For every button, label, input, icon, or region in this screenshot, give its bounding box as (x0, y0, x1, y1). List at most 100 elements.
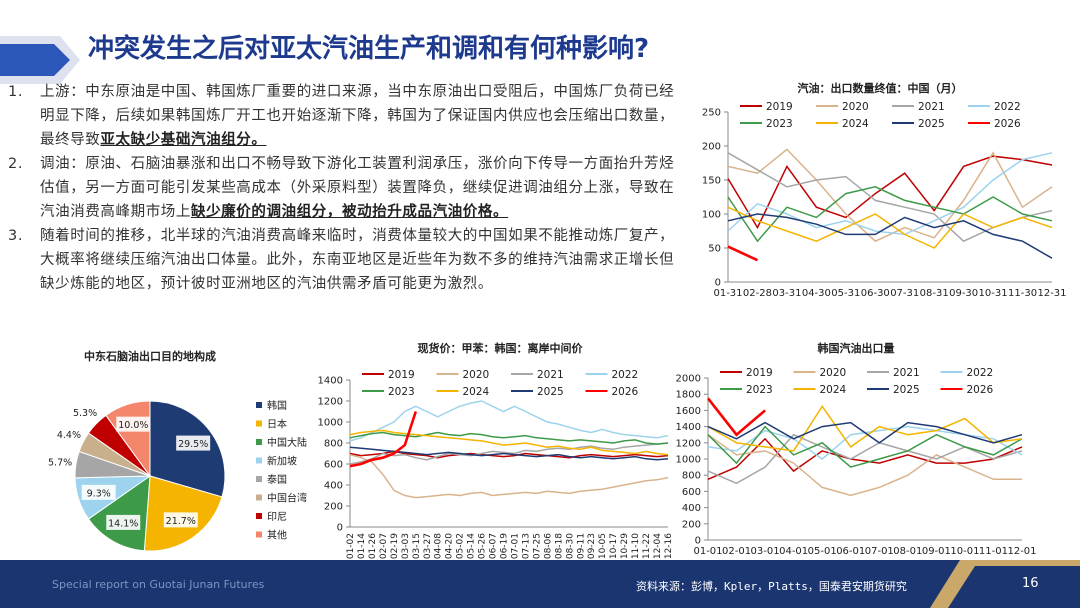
slide-title: 冲突发生之后对亚太汽油生产和调和有何种影响? (88, 34, 650, 64)
x-tick-label: 03-31 (772, 288, 801, 299)
legend-label: 2024 (463, 386, 490, 398)
legend-label: 2022 (967, 367, 994, 379)
x-tick-label: 08-01 (893, 546, 922, 557)
bullet-list: 1. 上游：中东原油是中国、韩国炼厂重要的进口来源，当中东原油出口受阻后，中国炼厂… (8, 80, 688, 296)
legend-label: 2020 (820, 367, 847, 379)
legend-label: 2020 (842, 101, 869, 113)
x-tick-label: 12-16 (664, 533, 674, 559)
y-tick-label: 1000 (318, 418, 343, 429)
label-box (176, 435, 211, 451)
series-line (349, 431, 669, 445)
x-tick-label: 01-26 (368, 533, 378, 559)
data-label: 5.3% (73, 408, 97, 419)
y-tick-label: 1200 (318, 397, 343, 408)
data-label: 9.3% (87, 488, 111, 499)
x-tick-label: 01-01 (693, 546, 722, 557)
x-tick-label: 08-06 (543, 533, 553, 559)
page-number: 16 (1022, 576, 1039, 591)
x-tick-label: 12-31 (1037, 288, 1066, 299)
y-tick-label: 400 (682, 503, 701, 514)
x-tick-label: 07-25 (532, 533, 542, 559)
series-line (707, 425, 1023, 460)
y-tick-label: 50 (708, 244, 721, 255)
data-label: 4.4% (57, 430, 81, 441)
legend-label: 2023 (766, 118, 793, 130)
x-tick-label: 06-30 (861, 288, 890, 299)
footer-band (0, 560, 1080, 608)
series-line (727, 213, 1053, 259)
x-tick-label: 11-22 (642, 533, 652, 559)
legend-label: 2024 (820, 384, 847, 396)
y-tick-label: 2000 (676, 374, 701, 385)
x-tick-label: 07-31 (890, 288, 919, 299)
series-line (727, 155, 1053, 230)
legend-label: 2019 (388, 369, 415, 381)
x-tick-label: 09-30 (949, 288, 978, 299)
bullet-text: 调油：原油、石脑油暴涨和出口不畅导致下游化工装置利润承压，涨价向下传导一方面抬升… (40, 156, 675, 220)
bullet-number: 1. (8, 84, 24, 100)
x-tick-label: 10-29 (620, 533, 630, 559)
label-box (81, 484, 116, 500)
y-tick-label: 800 (324, 439, 343, 450)
series-line (727, 245, 759, 262)
series-line (707, 434, 1022, 497)
bullet: 1. 上游：中东原油是中国、韩国炼厂重要的进口来源，当中东原油出口受阻后，中国炼厂… (8, 80, 688, 152)
x-tick-label: 12-04 (653, 533, 663, 559)
legend-label: 2021 (918, 101, 945, 113)
x-tick-label: 04-30 (802, 288, 831, 299)
series-line (727, 186, 1053, 243)
legend-label: 2026 (967, 384, 994, 396)
legend-swatch (256, 494, 262, 501)
series-line (707, 437, 1023, 480)
bullet-emphasis: 亚太缺少基础汽油组分。 (100, 132, 267, 148)
label-box (106, 514, 141, 530)
legend-label: 韩国 (267, 399, 287, 412)
x-tick-label: 06-01 (836, 546, 865, 557)
charts: 汽油：出口数量终值：中国（月） 0 50 100 150 200 250 01-31 02-28… (48, 81, 1067, 559)
legend-label: 2019 (746, 367, 773, 379)
y-tick-label: 0 (695, 536, 701, 547)
y-tick-label: 200 (682, 519, 701, 530)
legend-label: 印尼 (267, 511, 287, 523)
data-label: 5.7% (48, 458, 72, 469)
y-tick-label: 1600 (676, 406, 701, 417)
x-tick-label: 01-31 (713, 288, 742, 299)
label-box (116, 416, 151, 432)
legend-label: 2025 (918, 118, 945, 130)
x-tick-label: 08-31 (920, 288, 949, 299)
series-line (707, 425, 1023, 468)
x-tick-label: 05-02 (456, 533, 466, 559)
data-label: 14.1% (108, 518, 138, 529)
y-tick-label: 1400 (318, 376, 343, 387)
x-tick-label: 06-07 (489, 533, 499, 559)
legend-label: 2024 (842, 118, 869, 130)
y-tick-label: 200 (702, 142, 721, 153)
series-line (349, 400, 669, 442)
legend-label: 2022 (994, 101, 1021, 113)
x-tick-label: 02-28 (743, 288, 772, 299)
x-tick-label: 07-01 (510, 533, 520, 559)
legend-label: 2023 (746, 384, 773, 396)
x-tick-label: 10-05 (598, 533, 608, 559)
series-line (349, 429, 669, 456)
legend-label: 2023 (388, 386, 415, 398)
x-tick-label: 03-01 (751, 546, 780, 557)
chart-title: 现货价：甲苯：韩国：离岸中间价 (418, 341, 584, 355)
y-tick-label: 600 (682, 487, 701, 498)
legend-label: 日本 (267, 418, 287, 431)
x-tick-label: 03-15 (412, 533, 422, 559)
x-tick-label: 02-07 (379, 533, 389, 559)
bullet: 3. 随着时间的推移，北半球的汽油消费高峰来临时，消费体量较大的中国如果不能推动炼… (8, 224, 688, 296)
y-tick-label: 600 (324, 460, 343, 471)
data-label: 29.5% (178, 439, 208, 450)
data-label: 10.0% (118, 420, 148, 431)
legend-label: 2025 (537, 386, 564, 398)
x-tick-label: 05-26 (478, 533, 488, 559)
chart-title: 韩国汽油出口量 (818, 341, 895, 355)
legend-swatch (256, 457, 262, 464)
y-tick-label: 150 (702, 176, 721, 187)
legend-label: 中国大陆 (267, 436, 307, 449)
legend-label: 2021 (893, 367, 920, 379)
legend-swatch (256, 402, 262, 408)
legend-label: 泰国 (267, 473, 287, 486)
